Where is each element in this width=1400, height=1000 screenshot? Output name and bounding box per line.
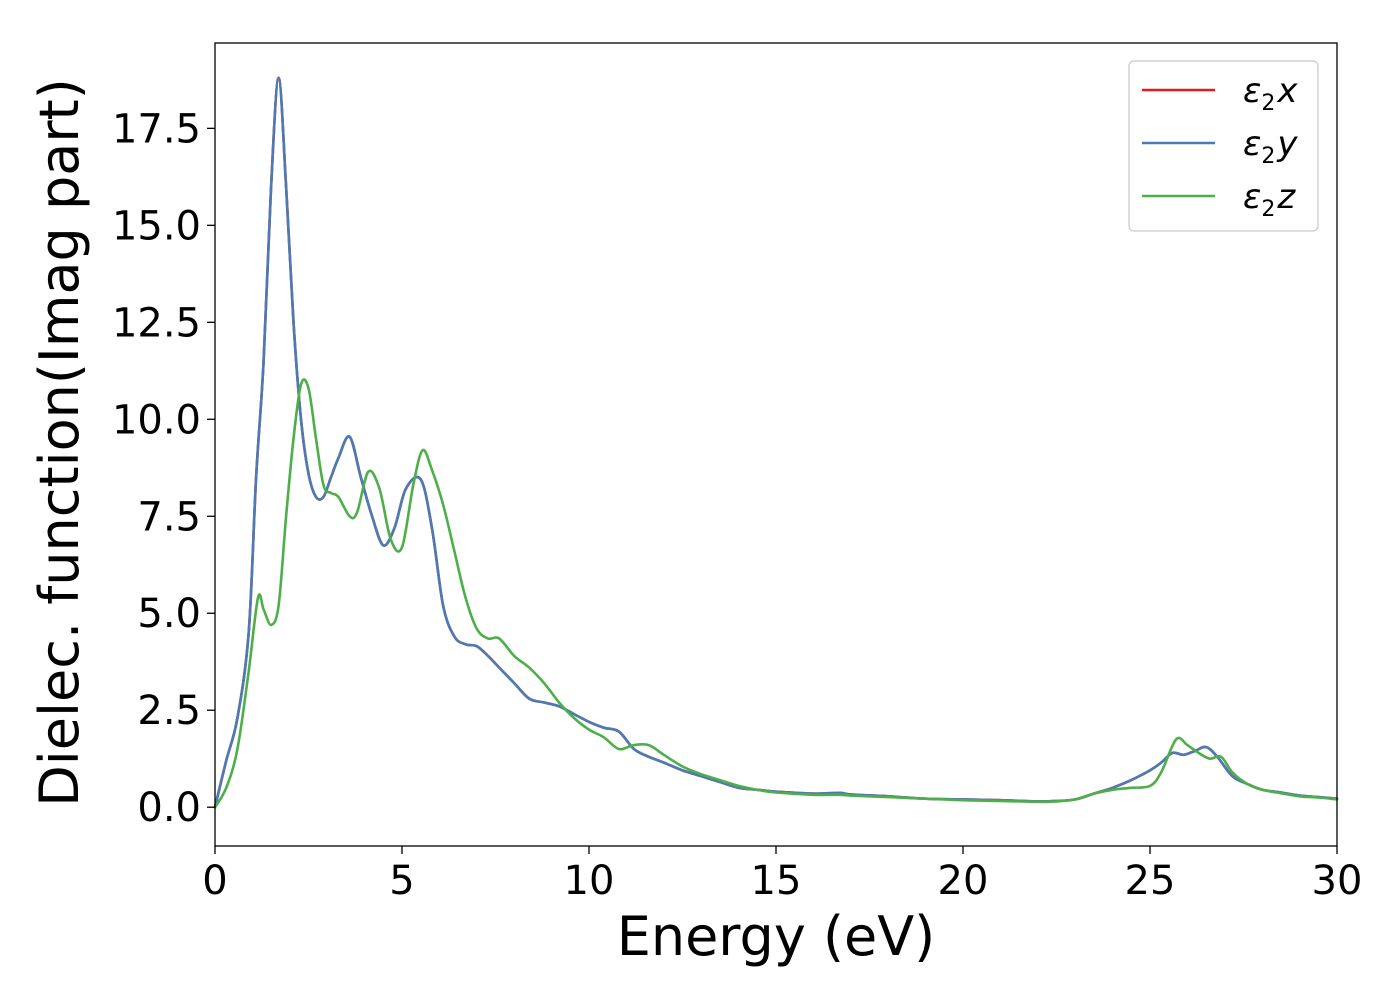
x-tick-label: 10 bbox=[564, 858, 615, 904]
legend-subscript: 2 bbox=[1261, 144, 1275, 169]
series-line-y bbox=[213, 76, 1339, 809]
y-axis: 0.0 2.5 5.0 7.5 10.0 12.5 15.0 17.5 bbox=[112, 106, 215, 831]
legend-component: x bbox=[1276, 71, 1298, 111]
y-tick-label: 2.5 bbox=[137, 688, 201, 734]
x-axis: 0 5 10 15 20 25 30 bbox=[202, 846, 1362, 904]
y-tick-label: 7.5 bbox=[137, 494, 201, 540]
x-tick-label: 5 bbox=[389, 858, 414, 904]
x-tick-label: 15 bbox=[751, 858, 802, 904]
y-tick-label: 5.0 bbox=[137, 591, 201, 637]
legend-box bbox=[1128, 60, 1319, 232]
legend-component: y bbox=[1276, 124, 1298, 164]
x-tick-label: 0 bbox=[202, 858, 227, 904]
legend-label-y: ε2y bbox=[1243, 124, 1298, 169]
y-tick-label: 17.5 bbox=[112, 106, 201, 152]
legend-label-x: ε2x bbox=[1243, 71, 1298, 116]
series-line-z bbox=[213, 378, 1339, 809]
y-tick-label: 0.0 bbox=[137, 785, 201, 831]
legend-epsilon: ε bbox=[1243, 124, 1261, 164]
y-axis-title: Dielec. function(Imag part) bbox=[28, 78, 91, 807]
series-layer bbox=[213, 76, 1339, 809]
x-tick-label: 25 bbox=[1125, 858, 1176, 904]
legend-subscript: 2 bbox=[1261, 197, 1275, 222]
x-tick-label: 30 bbox=[1312, 858, 1363, 904]
x-tick-label: 20 bbox=[938, 858, 989, 904]
legend-subscript: 2 bbox=[1261, 91, 1275, 116]
legend-label-z: ε2z bbox=[1243, 177, 1296, 222]
legend-epsilon: ε bbox=[1243, 177, 1261, 217]
x-axis-title: Energy (eV) bbox=[617, 905, 936, 968]
y-tick-label: 12.5 bbox=[112, 300, 201, 346]
legend-epsilon: ε bbox=[1243, 71, 1261, 111]
y-tick-label: 15.0 bbox=[112, 203, 201, 249]
legend-component: z bbox=[1276, 177, 1296, 217]
y-tick-label: 10.0 bbox=[112, 397, 201, 443]
